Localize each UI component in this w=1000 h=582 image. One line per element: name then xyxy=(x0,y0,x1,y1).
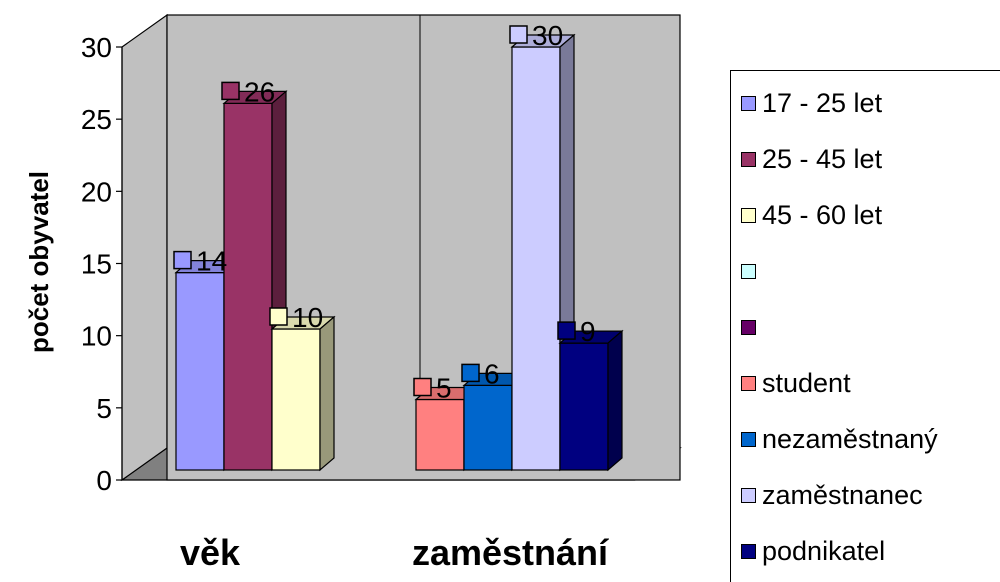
chart-labels: 14 26 10 5 6 30 9 věk zaměstnání xyxy=(173,20,609,573)
data-label: 9 xyxy=(580,316,596,347)
legend-item: student xyxy=(741,363,851,403)
data-marker xyxy=(413,377,432,397)
data-marker xyxy=(221,81,240,101)
data-marker xyxy=(269,307,288,326)
bar-front xyxy=(271,328,321,471)
data-marker xyxy=(557,321,576,340)
legend-swatch xyxy=(741,207,756,223)
bar-25---45-let xyxy=(222,90,288,472)
legend-item: zaměstnanec xyxy=(741,475,923,515)
category-label: zaměstnání xyxy=(412,532,609,573)
data-label: 30 xyxy=(532,20,563,51)
legend-item: nezaměstnaný xyxy=(741,419,938,459)
data-marker xyxy=(509,25,528,44)
bar-front xyxy=(559,342,609,471)
y-tick-label: 25 xyxy=(81,104,112,135)
category-label: věk xyxy=(180,532,241,573)
bar-front xyxy=(511,46,561,471)
y-tick-label: 0 xyxy=(96,465,112,496)
legend-label: nezaměstnaný xyxy=(762,423,938,454)
legend-label: zaměstnanec xyxy=(762,479,923,510)
y-tick-label: 10 xyxy=(81,321,112,352)
legend-swatch xyxy=(741,319,756,335)
data-label: 14 xyxy=(196,246,227,277)
legend-item: 45 - 60 let xyxy=(741,195,882,235)
legend-label: 45 - 60 let xyxy=(762,199,883,230)
legend-label: 25 - 45 let xyxy=(762,143,883,174)
legend-item: podnikatel xyxy=(741,531,885,571)
legend-swatch xyxy=(741,375,756,391)
y-tick-label: 5 xyxy=(96,393,112,424)
y-tick-label: 15 xyxy=(81,249,112,280)
bar-front xyxy=(463,384,513,471)
data-label: 5 xyxy=(436,373,452,404)
data-marker xyxy=(461,363,480,383)
legend-item xyxy=(741,307,762,347)
bar-side xyxy=(607,329,623,472)
legend-item xyxy=(741,251,762,291)
bar-front xyxy=(175,272,225,471)
legend-label: podnikatel xyxy=(762,535,886,566)
chart-bars xyxy=(174,33,624,472)
legend-swatch xyxy=(741,487,756,503)
data-label: 10 xyxy=(292,302,323,333)
legend-swatch xyxy=(741,95,756,111)
y-tick-label: 30 xyxy=(81,32,112,63)
legend-swatch xyxy=(741,431,756,447)
legend-swatch xyxy=(741,543,756,559)
legend-item: 25 - 45 let xyxy=(741,139,882,179)
y-tick-label: 20 xyxy=(81,176,112,207)
data-marker xyxy=(173,250,192,270)
y-axis: 0 5 10 15 20 25 30 xyxy=(81,32,123,496)
legend-label: 17 - 25 let xyxy=(762,87,883,118)
bar-front xyxy=(223,102,273,471)
bar-side xyxy=(319,315,335,472)
legend-swatch xyxy=(741,263,756,279)
bar-45---60-let xyxy=(270,315,336,472)
chart-legend: 17 - 25 let 25 - 45 let 45 - 60 let student… xyxy=(730,70,1000,582)
data-label: 26 xyxy=(244,76,275,107)
chart-side-wall xyxy=(121,13,168,482)
legend-swatch xyxy=(741,151,756,167)
legend-label: student xyxy=(762,367,851,398)
bar-podnikatel xyxy=(558,329,624,472)
data-label: 6 xyxy=(484,358,500,389)
bar-front xyxy=(415,398,465,471)
y-axis-label: počet obyvatel xyxy=(24,171,54,353)
legend-item: 17 - 25 let xyxy=(741,83,882,123)
